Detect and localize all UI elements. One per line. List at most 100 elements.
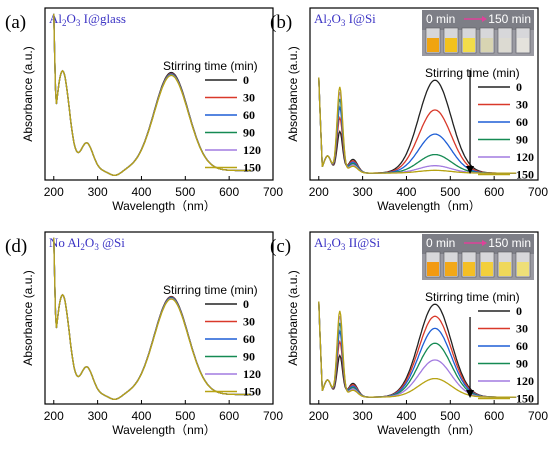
legend-label-120: 120 [516,150,534,164]
sample-label-sub1: 2 [327,242,332,252]
sample-label-sub1: 2 [62,18,67,28]
x-tick-label: 300 [353,185,373,199]
x-tick-label: 200 [309,409,329,423]
panel-letter: (b) [270,12,292,33]
vial-solution [517,38,529,52]
legend-label-60: 60 [243,332,255,346]
series-lines [53,237,252,400]
x-tick-label: 700 [528,185,548,199]
x-tick-label: 400 [131,185,151,199]
series-line-90 [318,77,517,174]
x-tick-label: 600 [484,185,504,199]
vial-solution [445,262,457,276]
inset-arrow-head [482,240,487,246]
vial-solution [463,38,475,52]
panel-letter: (c) [270,236,291,257]
legend-label-120: 120 [243,367,261,381]
plot-frame [309,7,539,181]
vial-solution [445,38,457,52]
x-axis-title: Wavelength（nm） [377,199,481,213]
sample-label-main: Al [314,235,327,250]
sample-label-sub1: 2 [327,18,332,28]
series-lines [318,77,517,174]
sample-label-mid: O [67,11,76,26]
sample-label-main: Al [49,11,62,26]
legend-label-90: 90 [516,133,528,147]
x-axis-title: Wavelength（nm） [377,423,481,437]
panel-c: 200 300 400 500 600 700Wavelength（nm）Absorban… [270,231,548,437]
legend-label-150: 150 [243,385,261,399]
legend-label-60: 60 [516,115,528,129]
legend-label-150: 150 [516,392,534,406]
legend-label-30: 30 [243,91,255,105]
inset-label-end: 150 min [488,12,531,26]
sample-label-sub1: 2 [80,242,85,252]
legend-label-120: 120 [516,374,534,388]
series-line-120 [318,301,517,398]
x-tick-label: 200 [309,185,329,199]
x-axis-title: Wavelength（nm） [112,199,216,213]
inset-bench [422,254,534,280]
legend-label-30: 30 [516,322,528,336]
plot-frame [309,231,539,405]
y-axis-title: Absorbance (a.u.) [286,270,300,365]
x-tick-label: 200 [44,185,64,199]
sample-label-sub2: 3 [341,242,346,252]
vial-photo-inset: 0 min 150 min [422,10,534,56]
plot-frame [44,231,274,405]
vial-solution [427,38,439,52]
inset-bench [422,30,534,56]
series-line-60 [53,13,252,176]
sample-label: Al2O3 I@glass [49,11,126,28]
series-line-120 [53,237,252,400]
legend-label-0: 0 [243,73,249,87]
vial-solution [463,262,475,276]
sample-label-mid: O [332,11,341,26]
legend-title: Stirring time (min) [425,290,520,304]
x-tick-label: 300 [88,409,108,423]
legend: Stirring time (min)0 30 60 90 120 150 [425,66,534,182]
sample-label-tail: I@glass [80,11,126,26]
sample-label-tail: I@Si [345,11,376,26]
sample-label-main: No Al [49,235,81,250]
series-line-90 [53,237,252,400]
series-line-30 [318,77,517,174]
series-lines [318,301,517,398]
legend-label-90: 90 [243,126,255,140]
sample-label: Al2O3 II@Si [314,235,381,252]
panel-d: 200 300 400 500 600 700Wavelength（nm）Absorban… [5,231,283,437]
series-line-0 [53,13,252,176]
x-tick-label: 700 [263,185,283,199]
inset-label-end: 150 min [488,236,531,250]
x-tick-label: 600 [219,185,239,199]
sample-label-tail: @Si [99,235,125,250]
series-line-30 [53,237,252,400]
x-tick-label: 400 [396,409,416,423]
sample-label-sub2: 3 [76,18,81,28]
x-tick-label: 600 [219,409,239,423]
vial-solution [517,262,529,276]
series-line-90 [318,301,517,398]
x-tick-label: 200 [44,409,64,423]
legend-label-120: 120 [243,143,261,157]
vial-solution [499,262,511,276]
x-tick-label: 500 [175,409,195,423]
series-line-30 [53,13,252,176]
legend-label-30: 30 [516,98,528,112]
legend-label-0: 0 [243,297,249,311]
x-tick-label: 500 [440,185,460,199]
legend: Stirring time (min)0 30 60 90 120 150 [163,59,261,175]
legend-title: Stirring time (min) [425,66,520,80]
legend-label-90: 90 [243,350,255,364]
legend-label-60: 60 [516,339,528,353]
series-line-0 [53,237,252,400]
series-line-0 [318,77,517,174]
x-tick-label: 400 [131,409,151,423]
series-line-120 [318,77,517,174]
series-line-60 [318,77,517,174]
x-tick-label: 400 [396,185,416,199]
panel-b: 200 300 400 500 600 700Wavelength（nm）Absorban… [270,7,548,213]
legend-label-0: 0 [516,80,522,94]
sample-label: No Al2O3 @Si [49,235,125,252]
